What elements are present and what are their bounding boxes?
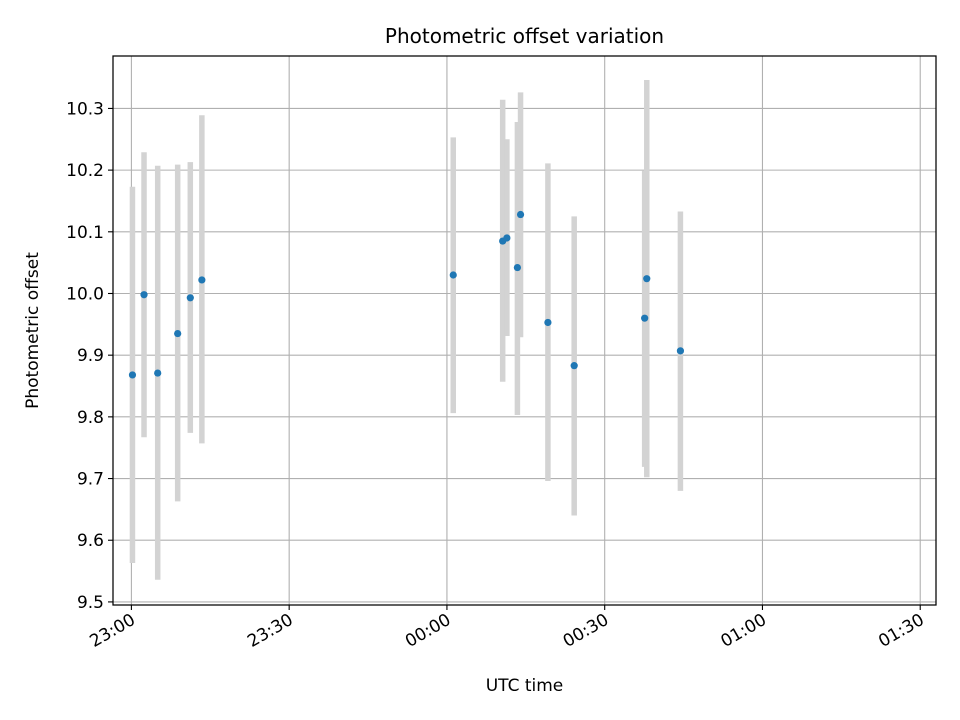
y-tick-label: 10.1 [66,223,104,243]
y-tick-label: 9.5 [77,593,104,613]
y-tick-label: 9.8 [77,408,104,428]
y-tick-label: 9.9 [77,346,104,366]
y-axis-label: Photometric offset [23,252,43,409]
data-point [570,362,578,370]
data-point [643,275,651,283]
y-tick-label: 10.2 [66,161,104,181]
data-point [544,318,552,327]
y-tick-label: 9.6 [77,531,104,551]
data-point [198,276,206,284]
data-point [128,371,137,379]
data-markers [128,210,685,379]
y-tick-label: 10.3 [66,99,104,119]
chart-title: Photometric offset variation [385,24,664,48]
y-tick-label: 9.7 [77,470,104,490]
data-point [516,210,525,219]
data-point [140,291,148,299]
data-point [449,271,457,279]
data-point [503,234,511,242]
x-axis-label: UTC time [486,676,564,696]
data-point [186,294,194,302]
plot-frame [112,55,937,606]
y-tick-label: 10.0 [66,284,104,304]
data-point [174,329,182,338]
data-point [641,314,649,322]
data-point [154,369,162,377]
data-point [676,347,685,355]
grid [113,56,936,605]
data-point [513,263,522,272]
